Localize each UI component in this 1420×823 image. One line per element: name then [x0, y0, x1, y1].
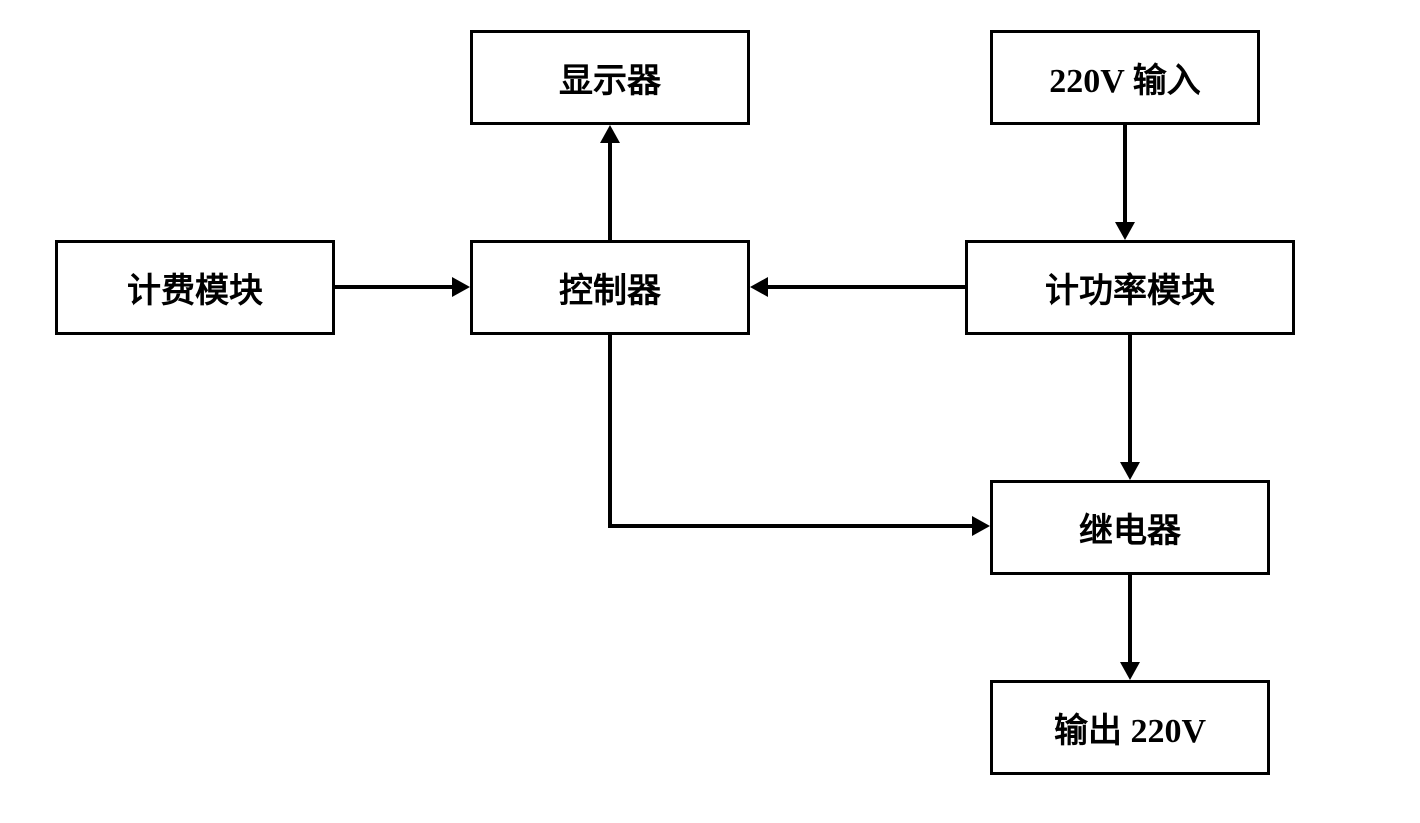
node-power-meter-label: 计功率模块 [1045, 263, 1215, 312]
edge-controller-relay-h [608, 524, 972, 528]
node-controller: 控制器 [470, 240, 750, 335]
edge-controller-relay-head [972, 516, 990, 536]
node-power-meter: 计功率模块 [965, 240, 1295, 335]
edge-relay-output [1128, 575, 1132, 662]
edge-controller-display-head [600, 125, 620, 143]
edge-input-power [1123, 125, 1127, 222]
node-display-label: 显示器 [559, 53, 661, 102]
node-input-220v: 220V 输入 [990, 30, 1260, 125]
node-relay-label: 继电器 [1079, 503, 1181, 552]
edge-power-relay [1128, 335, 1132, 462]
node-controller-label: 控制器 [559, 263, 661, 312]
edge-billing-controller [335, 285, 452, 289]
node-display: 显示器 [470, 30, 750, 125]
node-relay: 继电器 [990, 480, 1270, 575]
edge-relay-output-head [1120, 662, 1140, 680]
edge-power-relay-head [1120, 462, 1140, 480]
node-billing-label: 计费模块 [127, 263, 263, 312]
edge-power-controller-head [750, 277, 768, 297]
node-output-220v-label: 输出 220V [1054, 703, 1206, 752]
edge-controller-display [608, 143, 612, 240]
edge-controller-relay-v [608, 335, 612, 528]
node-billing: 计费模块 [55, 240, 335, 335]
node-output-220v: 输出 220V [990, 680, 1270, 775]
edge-billing-controller-head [452, 277, 470, 297]
edge-power-controller [768, 285, 965, 289]
edge-input-power-head [1115, 222, 1135, 240]
node-input-220v-label: 220V 输入 [1049, 53, 1200, 102]
